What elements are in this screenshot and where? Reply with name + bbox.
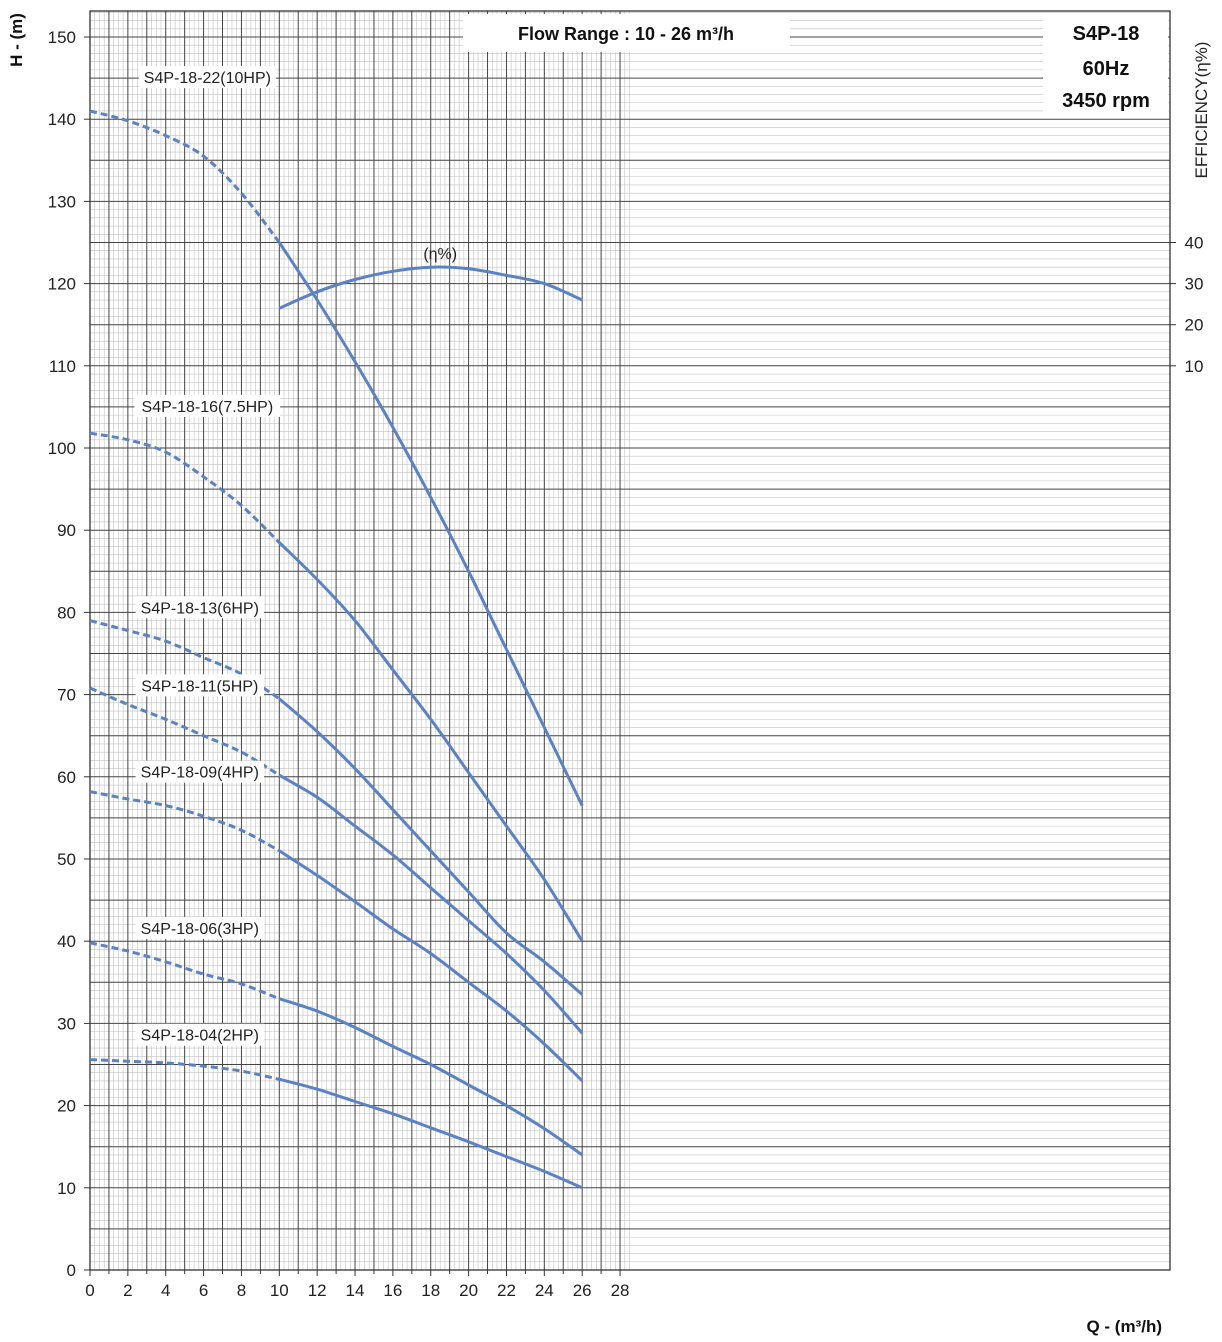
y2-tick-label: 40 [1185, 234, 1204, 253]
curve-label-background [135, 916, 264, 939]
head-curve-dashed [89, 1058, 280, 1081]
x-tick-label: 10 [270, 1281, 289, 1300]
y-tick-label: 140 [48, 110, 76, 129]
x-tick-label: 4 [161, 1281, 170, 1300]
x-tick-label: 2 [123, 1281, 132, 1300]
y-tick-label: 90 [57, 521, 76, 540]
x-tick-label: 6 [199, 1281, 208, 1300]
x-tick-label: 12 [308, 1281, 327, 1300]
curve-label-background [138, 66, 276, 89]
plot-frame [89, 10, 1171, 1271]
head-curve-dashed [89, 941, 280, 1001]
x-tick-label: 8 [237, 1281, 246, 1300]
curve-label: S4P-18-22(10HP) [144, 70, 271, 87]
y-tick-label: 10 [57, 1179, 76, 1198]
y-tick-label: 0 [67, 1261, 76, 1280]
y-tick-label: 150 [48, 28, 76, 47]
minor-grid [90, 11, 1170, 1270]
y-tick-label: 50 [57, 850, 76, 869]
y2-tick-label: 30 [1185, 275, 1204, 294]
curve-label-background [135, 674, 264, 697]
y2-tick-label: 20 [1185, 316, 1204, 335]
y-tick-label: 70 [57, 686, 76, 705]
x-tick-label: 26 [573, 1281, 592, 1300]
model-speed: 3450 rpm [1062, 90, 1150, 112]
curve-label: S4P-18-16(7.5HP) [142, 399, 274, 416]
curve-label-background [135, 596, 264, 619]
y-tick-label: 40 [57, 932, 76, 951]
x-tick-label: 20 [459, 1281, 478, 1300]
model-name: S4P-18 [1073, 23, 1140, 45]
model-box-background [1043, 13, 1168, 117]
y-axis-label: H - (m) [7, 13, 26, 67]
curve-label: S4P-18-11(5HP) [141, 678, 258, 695]
head-curve-dashed [89, 109, 281, 244]
y-tick-label: 110 [49, 357, 76, 376]
y-axis: 0 10 20 30 40 50 60 70 80 90 100 110 120 130 140 150 [48, 28, 90, 1280]
curve-label: S4P-18-09(4HP) [141, 765, 259, 782]
head-curve-solid [278, 1077, 583, 1190]
curve-label-background [134, 394, 281, 417]
head-curve-dashed [89, 686, 281, 777]
efficiency-curve: (η%) [278, 246, 583, 310]
head-curves [89, 109, 584, 1190]
curve-label: S4P-18-13(6HP) [141, 600, 259, 617]
head-curve-solid [278, 997, 584, 1157]
y-tick-label: 20 [57, 1097, 76, 1116]
efficiency-axis: 10 20 30 40 [1170, 234, 1203, 376]
y-tick-label: 30 [57, 1014, 76, 1033]
x-axis: 0 2 4 6 8 10 12 14 16 18 20 22 24 26 28 [85, 1270, 630, 1300]
y-tick-label: 80 [57, 603, 76, 622]
title-background [463, 14, 790, 52]
y-tick-label: 60 [57, 768, 76, 787]
x-tick-label: 0 [85, 1281, 94, 1300]
y-tick-label: 130 [48, 192, 76, 211]
head-curve-solid [278, 241, 584, 807]
head-curve-solid [278, 697, 584, 996]
chart-title: Flow Range : 10 - 26 m³/h [463, 14, 790, 52]
title-text: Flow Range : 10 - 26 m³/h [518, 24, 734, 44]
curve-label-background [135, 1023, 264, 1046]
y-tick-label: 120 [48, 275, 76, 294]
head-curve-solid [278, 849, 584, 1082]
curve-labels: S4P-18-22(10HP) S4P-18-16(7.5HP) S4P-18-13… [134, 66, 281, 1046]
model-box: S4P-18 60Hz 3450 rpm [1043, 13, 1168, 117]
efficiency-axis-label: EFFICIENCY(η%) [1192, 42, 1211, 179]
y2-tick-label: 10 [1185, 357, 1204, 376]
x-tick-label: 28 [611, 1281, 630, 1300]
head-curve-solid [278, 773, 584, 1035]
head-curve-solid [278, 541, 584, 942]
x-tick-label: 24 [535, 1281, 554, 1300]
efficiency-line [278, 265, 583, 310]
model-frequency: 60Hz [1083, 58, 1130, 80]
head-curve-dashed [89, 790, 281, 853]
x-tick-label: 22 [497, 1281, 516, 1300]
curve-label-background [135, 760, 264, 783]
curve-label: S4P-18-06(3HP) [141, 921, 259, 938]
x-tick-label: 16 [383, 1281, 402, 1300]
x-tick-label: 18 [421, 1281, 440, 1300]
efficiency-label: (η%) [423, 246, 457, 263]
x-tick-label: 14 [346, 1281, 365, 1300]
y-tick-label: 100 [48, 439, 76, 458]
curve-label: S4P-18-04(2HP) [141, 1028, 259, 1045]
head-curve-dashed [89, 431, 281, 544]
x-axis-label: Q - (m³/h) [1086, 1317, 1162, 1336]
